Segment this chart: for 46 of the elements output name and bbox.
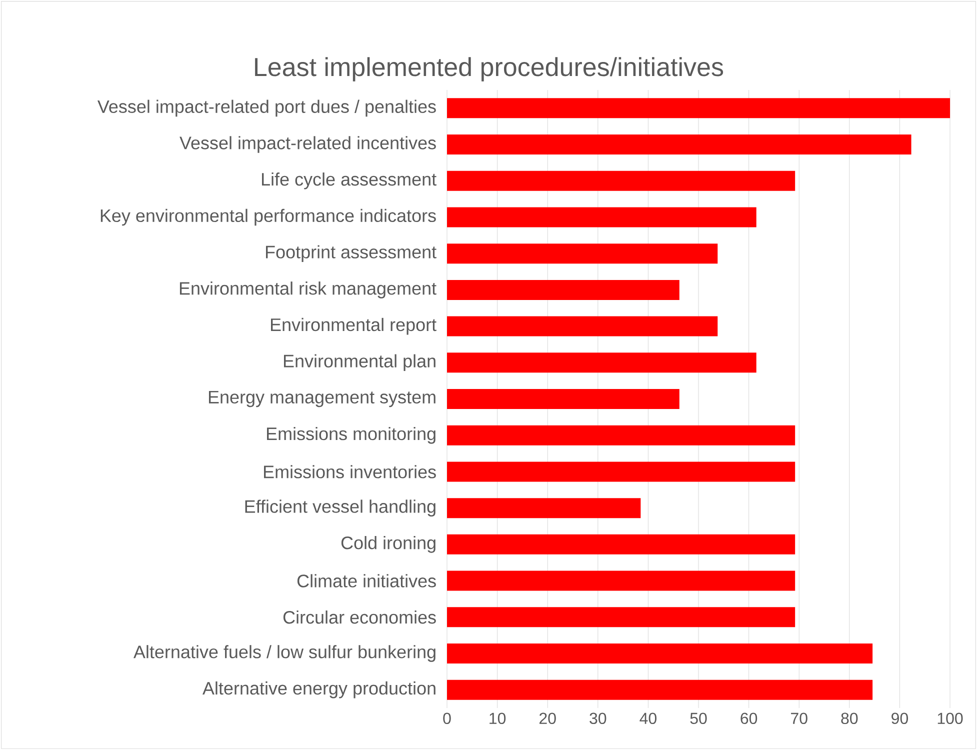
y-tick-label: Footprint assessment <box>266 245 436 262</box>
bar <box>447 352 756 373</box>
bar <box>447 207 756 228</box>
x-tick-label: 0 <box>443 712 451 724</box>
bar <box>447 462 796 482</box>
x-tick-label: 90 <box>892 712 908 724</box>
y-tick-label: Vessel impact-related incentives <box>180 136 436 153</box>
y-tick-label: Alternative energy production <box>202 681 436 698</box>
y-tick-label: Alternative fuels / low sulfur bunkering <box>133 645 436 662</box>
y-tick-label: Energy management system <box>208 390 436 408</box>
x-tick-label: 10 <box>490 712 506 724</box>
bar <box>447 607 796 628</box>
bar <box>447 425 796 446</box>
y-tick-label: Circular economies <box>283 610 436 624</box>
y-tick-label: Environmental risk management <box>180 282 436 298</box>
y-tick-label: Vessel impact-related port dues / penalties <box>97 100 436 117</box>
bar <box>447 389 680 409</box>
bar <box>447 680 873 700</box>
bar <box>447 316 718 336</box>
x-tick-label: 80 <box>841 712 858 724</box>
y-tick-label: Environmental report <box>271 318 436 335</box>
x-tick-label: 70 <box>791 712 808 724</box>
chart-title: Least implemented procedures/initiatives <box>255 57 724 82</box>
bar <box>447 498 641 518</box>
bar <box>447 570 796 591</box>
bar <box>447 280 680 300</box>
bar <box>447 98 950 118</box>
y-tick-label: Emissions monitoring <box>267 426 436 444</box>
y-tick-label: Life cycle assessment <box>262 172 436 190</box>
x-tick-label: 50 <box>690 712 707 724</box>
x-tick-label: 60 <box>740 712 758 724</box>
y-tick-label: Key environmental performance indicators <box>100 208 436 226</box>
x-tick-label: 20 <box>540 712 556 724</box>
x-tick-label: 100 <box>938 712 963 724</box>
y-tick-label: Cold ironing <box>341 536 436 553</box>
bar <box>447 170 796 191</box>
bar <box>447 244 718 264</box>
y-tick-label: Climate initiatives <box>297 574 436 588</box>
bar <box>447 534 796 554</box>
y-tick-label: Efficient vessel handling <box>245 500 436 516</box>
x-tick-label: 40 <box>640 712 656 724</box>
y-tick-label: Emissions inventories <box>264 465 436 478</box>
bar <box>447 643 873 664</box>
x-tick-label: 30 <box>590 712 606 724</box>
y-tick-label: Environmental plan <box>284 354 436 372</box>
bar <box>447 134 912 155</box>
